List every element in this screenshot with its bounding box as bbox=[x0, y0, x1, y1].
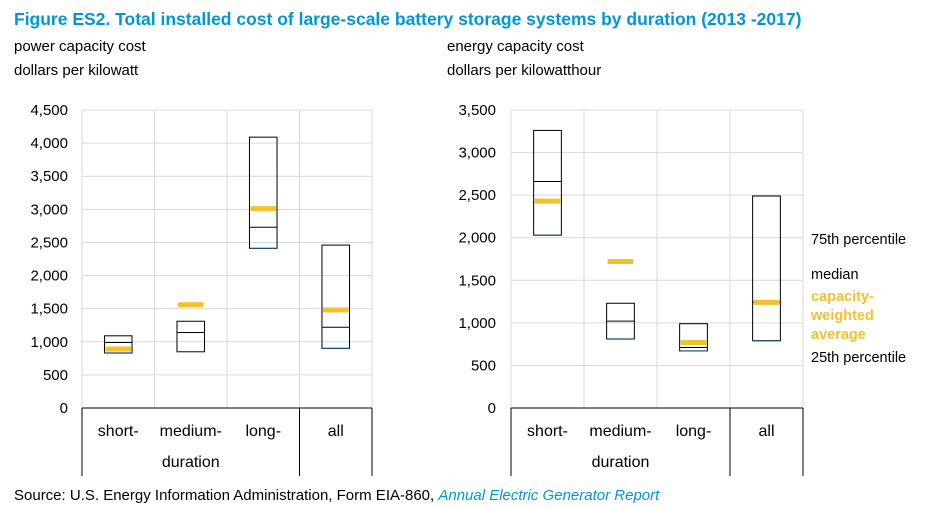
left-category-label: long- bbox=[245, 423, 281, 440]
right-category-label: medium- bbox=[589, 423, 651, 440]
left-ytick-label: 3,500 bbox=[30, 168, 68, 185]
left-group-label: duration bbox=[162, 454, 220, 471]
left-ytick-label: 4,500 bbox=[30, 102, 68, 119]
left-ytick-label: 1,500 bbox=[30, 301, 68, 318]
left-box-long bbox=[248, 136, 278, 249]
left-category-label: all bbox=[328, 423, 344, 440]
legend-25th-percentile: 25th percentile bbox=[811, 350, 907, 366]
figure-title: Figure ES2. Total installed cost of larg… bbox=[14, 9, 802, 29]
right-category-label: long- bbox=[676, 423, 712, 440]
right-ytick-label: 3,000 bbox=[458, 145, 496, 162]
legend-weighted-line2: weighted bbox=[811, 308, 874, 324]
legend-75th-percentile: 75th percentile bbox=[811, 232, 907, 248]
left-box-all bbox=[321, 244, 351, 349]
left-chart-unit: dollars per kilowatt bbox=[14, 62, 139, 79]
right-category-label: all bbox=[758, 423, 774, 440]
source-prefix: Source: U.S. Energy Information Administ… bbox=[14, 487, 439, 504]
left-ytick-label: 4,000 bbox=[30, 135, 68, 152]
legend-weighted-line3: average bbox=[811, 327, 866, 343]
right-ytick-label: 1,500 bbox=[458, 272, 496, 289]
left-category-label: medium- bbox=[160, 423, 222, 440]
left-ytick-label: 2,000 bbox=[30, 268, 68, 285]
right-ytick-label: 500 bbox=[471, 357, 496, 374]
legend-weighted-line1: capacity- bbox=[811, 289, 874, 305]
legend-capacity-weighted-average: capacity- weighted average bbox=[811, 288, 874, 345]
right-ytick-label: 2,000 bbox=[458, 230, 496, 247]
right-ytick-label: 0 bbox=[488, 400, 496, 417]
right-ytick-label: 1,000 bbox=[458, 315, 496, 332]
left-ytick-label: 0 bbox=[60, 400, 68, 417]
source-note: Source: U.S. Energy Information Administ… bbox=[14, 487, 659, 504]
legend-median: median bbox=[811, 267, 859, 283]
left-ytick-label: 500 bbox=[43, 367, 68, 384]
left-ytick-label: 3,000 bbox=[30, 201, 68, 218]
right-chart-unit: dollars per kilowatthour bbox=[447, 62, 602, 79]
left-ytick-label: 1,000 bbox=[30, 334, 68, 351]
right-box-all bbox=[752, 195, 781, 342]
left-box-medium bbox=[176, 320, 206, 353]
right-chart-title: energy capacity cost bbox=[447, 38, 584, 55]
left-chart-title: power capacity cost bbox=[14, 38, 146, 55]
source-report-link[interactable]: Annual Electric Generator Report bbox=[438, 487, 660, 504]
right-ytick-label: 2,500 bbox=[458, 187, 496, 204]
right-box-short bbox=[533, 129, 562, 236]
right-ytick-label: 3,500 bbox=[458, 102, 496, 119]
left-ytick-label: 2,500 bbox=[30, 234, 68, 251]
right-group-label: duration bbox=[592, 454, 650, 471]
right-category-label: short- bbox=[527, 423, 568, 440]
right-box-long bbox=[679, 323, 708, 352]
left-category-label: short- bbox=[98, 423, 139, 440]
